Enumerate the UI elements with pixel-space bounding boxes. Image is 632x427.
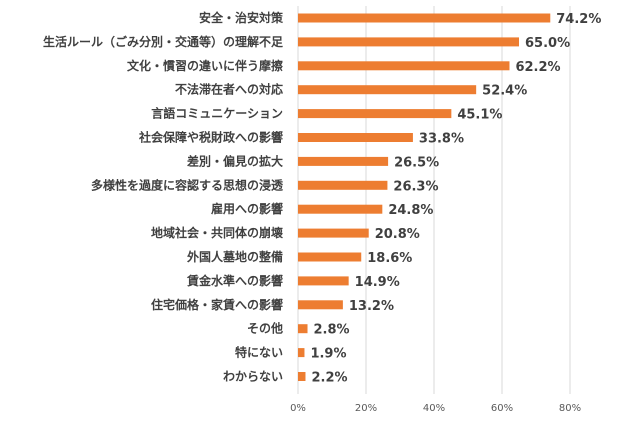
category-label: わからない: [223, 370, 283, 384]
category-label: 外国人墓地の整備: [187, 249, 283, 264]
category-label: 雇用への影響: [211, 201, 283, 216]
bar: [298, 13, 551, 23]
data-label: 62.2%: [515, 60, 560, 75]
bar: [298, 85, 477, 95]
data-label: 13.2%: [349, 299, 394, 314]
x-tick-label: 20%: [355, 403, 377, 414]
bar: [298, 252, 362, 262]
category-label: 賃金水準への影響: [186, 273, 283, 288]
bar: [298, 372, 306, 381]
category-label: 言語コミュニケーション: [151, 106, 283, 121]
bar: [298, 348, 305, 358]
bar: [298, 180, 388, 190]
category-label: 多様性を過度に容認する思想の浸透: [91, 177, 284, 192]
x-tick-label: 80%: [559, 403, 581, 414]
data-label: 1.9%: [310, 347, 346, 362]
bar: [298, 276, 349, 286]
data-label: 24.8%: [388, 203, 433, 218]
category-label: 住宅価格・家賃への影響: [151, 297, 283, 312]
category-label: 差別・偏見の拡大: [186, 153, 283, 168]
category-label: 地域社会・共同体の崩壊: [151, 225, 284, 240]
category-label: 特にない: [235, 345, 283, 360]
bar: [298, 228, 369, 238]
bar: [298, 37, 519, 47]
data-label: 18.6%: [367, 251, 412, 266]
data-label: 65.0%: [525, 36, 570, 51]
category-label: 不法滞在者への対応: [175, 82, 283, 97]
bar: [298, 300, 343, 310]
bar: [298, 61, 510, 71]
x-tick-label: 0%: [290, 403, 306, 414]
category-label: その他: [247, 321, 283, 336]
bar: [298, 204, 383, 214]
category-labels: 安全・治安対策生活ルール（ごみ分別・交通等）の理解不足文化・慣習の違いに伴う摩擦…: [43, 10, 284, 384]
data-label: 74.2%: [556, 12, 601, 27]
bars: [298, 13, 551, 381]
category-label: 安全・治安対策: [199, 10, 284, 25]
bar: [298, 133, 413, 142]
data-label: 14.9%: [355, 275, 400, 290]
data-label: 26.3%: [393, 179, 438, 194]
data-label: 2.8%: [314, 323, 350, 338]
bar: [298, 156, 389, 166]
data-label: 26.5%: [394, 155, 439, 170]
category-label: 文化・慣習の違いに伴う摩擦: [127, 58, 283, 73]
bar: [298, 324, 308, 334]
bar: [298, 109, 452, 119]
data-label: 20.8%: [375, 227, 420, 242]
x-tick-label: 60%: [491, 403, 513, 414]
value-labels: 74.2% 65.0% 62.2% 52.4% 45.1% 33.8% 26.5% 26.3%…: [310, 12, 601, 386]
category-label: 社会保障や税財政への影響: [138, 130, 283, 145]
data-label: 33.8%: [419, 132, 464, 147]
data-label: 52.4%: [482, 84, 527, 99]
data-label: 2.2%: [311, 371, 347, 386]
data-label: 45.1%: [457, 108, 502, 123]
x-tick-label: 40%: [423, 403, 445, 414]
category-label: 生活ルール（ごみ分別・交通等）の理解不足: [43, 34, 283, 49]
x-axis-ticks: 0% 20% 40% 60% 80%: [290, 403, 581, 414]
